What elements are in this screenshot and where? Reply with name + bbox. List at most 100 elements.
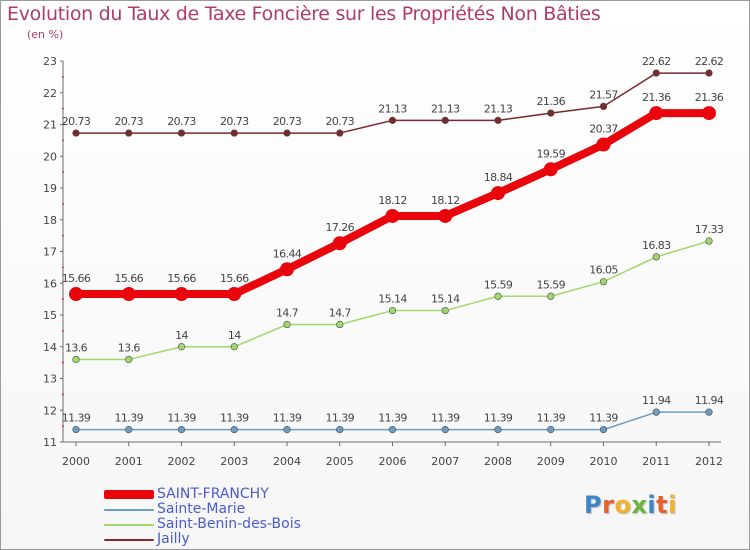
data-point-saint-franchy	[227, 287, 242, 302]
y-minor-tick	[62, 75, 64, 78]
data-label-saint-benin-des-bois: 16.83	[642, 239, 671, 252]
data-point-saint-franchy	[385, 208, 400, 223]
data-label-jailly: 21.13	[431, 102, 460, 115]
y-tick-label: 20	[43, 150, 57, 163]
legend-swatch	[104, 490, 154, 499]
data-point-saint-franchy	[596, 137, 611, 152]
x-tick-label: 2001	[115, 455, 143, 468]
data-point-jailly	[230, 129, 238, 137]
data-label-sainte-marie: 11.39	[484, 412, 513, 425]
data-point-saint-benin-des-bois	[388, 306, 397, 315]
data-label-saint-benin-des-bois: 14	[228, 329, 241, 342]
proxiti-logo: Proxiti	[584, 491, 677, 519]
y-minor-tick	[62, 202, 64, 205]
legend-swatch	[104, 523, 154, 526]
data-point-jailly	[705, 69, 713, 77]
legend-label: Jailly	[157, 531, 190, 547]
data-point-saint-benin-des-bois	[705, 237, 713, 245]
data-point-saint-benin-des-bois	[72, 355, 80, 364]
data-label-saint-franchy: 16.44	[273, 247, 302, 260]
data-point-saint-benin-des-bois	[652, 253, 660, 261]
x-tick-label: 2012	[695, 455, 723, 468]
data-label-saint-franchy: 15.66	[62, 272, 91, 285]
y-minor-tick	[62, 139, 64, 142]
data-point-sainte-marie	[230, 426, 238, 434]
data-point-jailly	[494, 116, 502, 124]
y-tick-label: 16	[43, 277, 57, 290]
legend-item: Saint-Benin-des-Bois	[104, 517, 301, 532]
data-label-saint-benin-des-bois: 15.14	[378, 293, 407, 306]
data-label-sainte-marie: 11.39	[326, 412, 355, 425]
x-tick-label: 2005	[326, 455, 354, 468]
data-point-jailly	[599, 102, 608, 111]
data-point-sainte-marie	[652, 408, 660, 416]
y-tick-label: 18	[43, 214, 57, 227]
data-point-sainte-marie	[441, 426, 449, 434]
data-label-jailly: 21.13	[484, 102, 513, 115]
x-tick-label: 2007	[431, 455, 459, 468]
legend-label: SAINT-FRANCHY	[157, 486, 269, 502]
data-label-jailly: 21.13	[378, 102, 407, 115]
data-point-jailly	[177, 129, 186, 137]
y-tick-label: 11	[43, 436, 57, 449]
data-label-sainte-marie: 11.39	[431, 412, 460, 425]
data-point-saint-franchy	[121, 287, 136, 302]
logo-letter: i	[647, 491, 657, 519]
data-point-jailly	[125, 129, 133, 137]
data-label-jailly: 21.36	[537, 95, 566, 108]
data-label-sainte-marie: 11.39	[167, 412, 196, 425]
data-label-saint-franchy: 18.12	[378, 194, 407, 207]
data-point-saint-benin-des-bois	[547, 292, 555, 300]
data-label-saint-franchy: 15.66	[115, 272, 144, 285]
data-label-jailly: 20.73	[62, 115, 91, 128]
chart-legend: SAINT-FRANCHY Sainte-Marie Saint-Benin-des…	[104, 487, 301, 547]
data-label-saint-benin-des-bois: 15.59	[484, 278, 513, 291]
y-tick-label: 12	[43, 404, 57, 417]
data-label-saint-benin-des-bois: 14.7	[276, 307, 299, 320]
x-tick-label: 2009	[537, 455, 565, 468]
data-point-saint-franchy	[702, 106, 716, 121]
data-label-saint-franchy: 17.26	[326, 221, 355, 234]
legend-item: SAINT-FRANCHY	[104, 487, 301, 502]
data-point-saint-franchy	[69, 287, 83, 302]
data-point-saint-benin-des-bois	[230, 343, 238, 351]
data-label-jailly: 20.73	[273, 115, 302, 128]
logo-letter: P	[584, 491, 603, 519]
data-point-sainte-marie	[283, 426, 291, 434]
data-point-sainte-marie	[125, 426, 133, 434]
logo-letter: o	[614, 491, 632, 519]
data-point-saint-benin-des-bois	[494, 292, 502, 300]
data-label-sainte-marie: 11.94	[695, 394, 724, 407]
y-tick-label: 15	[43, 309, 57, 322]
data-point-sainte-marie	[336, 426, 344, 434]
data-label-jailly: 20.73	[115, 115, 144, 128]
data-point-sainte-marie	[547, 426, 555, 434]
data-point-saint-franchy	[543, 162, 558, 177]
data-point-jailly	[547, 109, 555, 117]
x-tick-label: 2000	[62, 455, 90, 468]
data-point-saint-benin-des-bois	[599, 278, 608, 286]
data-point-sainte-marie	[72, 426, 80, 434]
y-tick-label: 14	[43, 341, 57, 354]
data-label-sainte-marie: 11.39	[115, 412, 144, 425]
data-label-sainte-marie: 11.39	[220, 412, 249, 425]
y-minor-tick	[62, 361, 64, 364]
data-label-saint-franchy: 18.84	[484, 171, 513, 184]
y-tick-label: 23	[43, 55, 57, 68]
logo-letter: r	[602, 491, 615, 519]
data-point-saint-benin-des-bois	[441, 306, 449, 315]
data-label-jailly: 22.62	[642, 55, 671, 68]
data-label-saint-franchy: 19.59	[537, 147, 566, 160]
data-label-jailly: 20.73	[167, 115, 196, 128]
data-label-saint-franchy: 21.36	[642, 91, 671, 104]
data-label-saint-franchy: 18.12	[431, 194, 460, 207]
data-point-saint-benin-des-bois	[283, 320, 291, 329]
data-point-saint-franchy	[332, 236, 347, 251]
logo-letter: x	[631, 491, 648, 519]
x-tick-label: 2010	[590, 455, 618, 468]
data-label-saint-benin-des-bois: 16.05	[589, 264, 618, 277]
data-label-sainte-marie: 11.94	[642, 394, 671, 407]
y-minor-tick	[62, 298, 64, 301]
data-label-saint-benin-des-bois: 17.33	[695, 223, 724, 236]
